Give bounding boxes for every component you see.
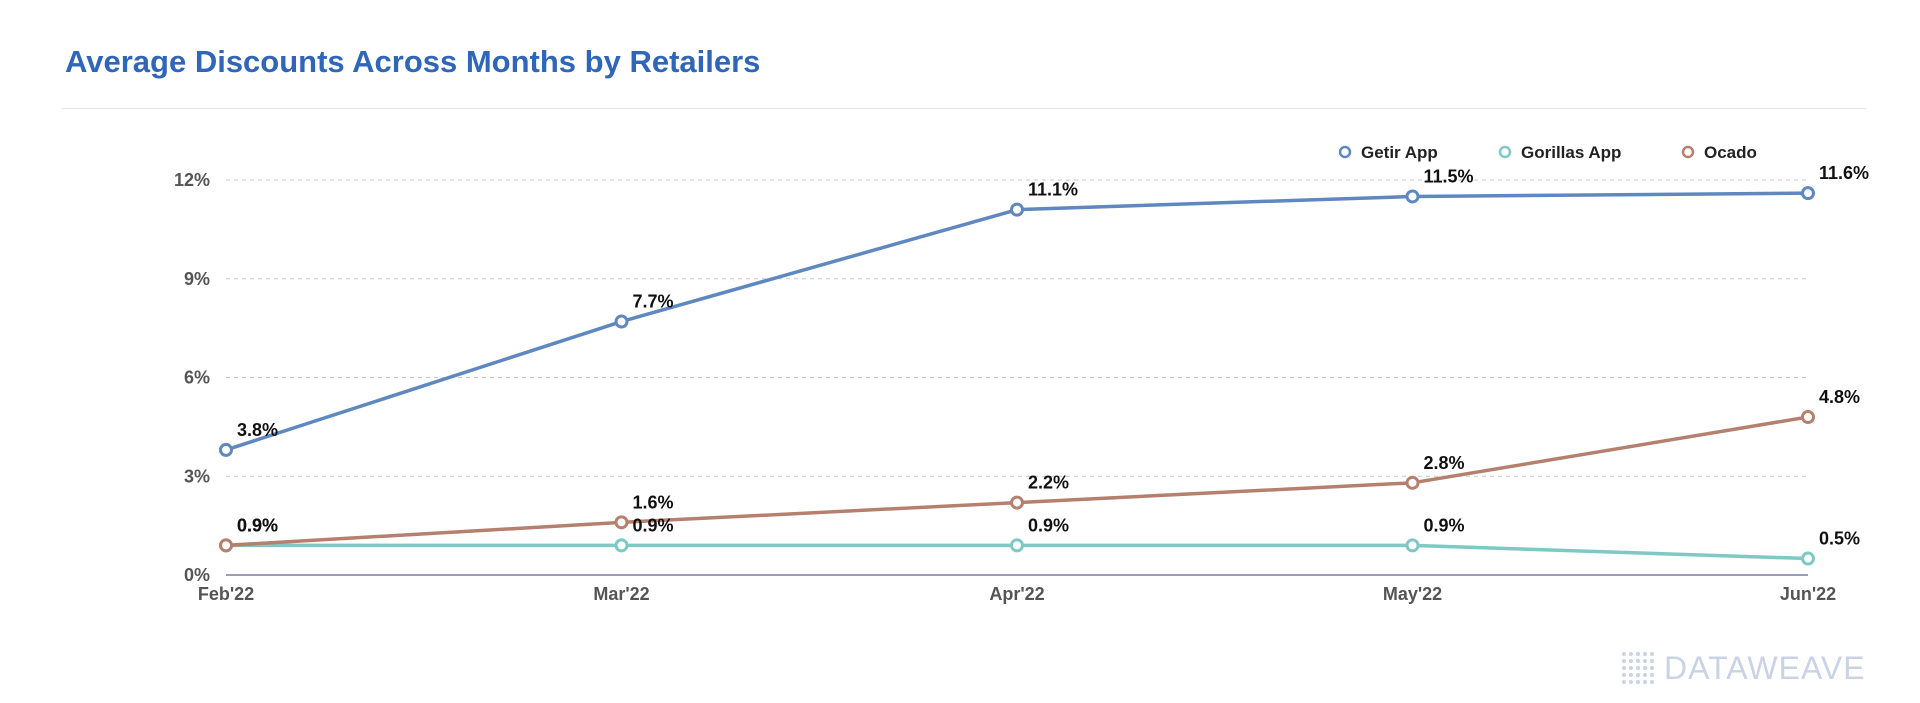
dataweave-logo: DATAWEAVE bbox=[1622, 648, 1866, 688]
data-point bbox=[219, 538, 233, 553]
chart-title: Average Discounts Across Months by Retai… bbox=[65, 44, 761, 79]
data-label: 4.8% bbox=[1819, 387, 1860, 407]
data-label: 11.6% bbox=[1819, 163, 1869, 183]
data-point bbox=[1405, 189, 1420, 204]
x-tick-label: Feb'22 bbox=[198, 584, 254, 604]
axes: 0% 3% 6% 9% 12% Feb'22 Mar'22 Apr'22 May'22 Jun'2… bbox=[174, 170, 1836, 604]
series-line bbox=[224, 415, 1810, 548]
data-point bbox=[1405, 538, 1420, 553]
data-label: 0.9% bbox=[237, 515, 278, 535]
data-label: 0.5% bbox=[1819, 529, 1860, 549]
data-label: 3.8% bbox=[237, 420, 278, 440]
legend-label: Gorillas App bbox=[1521, 143, 1621, 162]
legend-marker bbox=[1498, 145, 1512, 159]
data-point bbox=[1010, 538, 1024, 553]
data-point bbox=[1801, 410, 1815, 424]
data-label: 0.9% bbox=[1028, 515, 1069, 535]
series-line bbox=[224, 191, 1810, 452]
y-tick-label: 3% bbox=[184, 466, 210, 486]
data-label: 0.9% bbox=[633, 515, 674, 535]
legend-label: Ocado bbox=[1704, 143, 1757, 162]
title-divider bbox=[62, 108, 1866, 109]
x-tick-label: Jun'22 bbox=[1780, 584, 1836, 604]
data-label: 1.6% bbox=[633, 492, 674, 512]
legend-marker bbox=[1681, 145, 1695, 159]
series-lines bbox=[219, 186, 1815, 566]
data-point bbox=[1010, 202, 1024, 217]
data-point bbox=[219, 442, 233, 457]
data-point bbox=[614, 538, 629, 553]
data-label: 11.5% bbox=[1424, 166, 1474, 186]
y-tick-label: 9% bbox=[184, 269, 210, 289]
legend-marker bbox=[1338, 145, 1352, 159]
data-point bbox=[1010, 495, 1024, 510]
data-point bbox=[614, 515, 629, 530]
data-label: 2.8% bbox=[1424, 453, 1465, 473]
logo-text: DATAWEAVE bbox=[1664, 649, 1866, 686]
x-tick-label: May'22 bbox=[1383, 584, 1442, 604]
data-label: 0.9% bbox=[1424, 515, 1465, 535]
data-point bbox=[614, 314, 629, 329]
legend-label: Getir App bbox=[1361, 143, 1438, 162]
data-labels: 3.8% 7.7% 11.1% 11.5% 11.6% 0.9% 0.9% 0.9% 0.9% 0… bbox=[237, 163, 1869, 548]
data-label: 7.7% bbox=[633, 292, 674, 312]
data-point bbox=[1801, 551, 1815, 566]
grid-lines bbox=[226, 179, 1808, 477]
y-tick-label: 0% bbox=[184, 565, 210, 585]
x-tick-label: Apr'22 bbox=[989, 584, 1044, 604]
x-tick-label: Mar'22 bbox=[593, 584, 649, 604]
data-label: 0.9% bbox=[237, 515, 278, 535]
data-label: 11.1% bbox=[1028, 180, 1078, 200]
logo-dots-icon bbox=[1622, 652, 1654, 684]
y-tick-label: 6% bbox=[184, 368, 210, 388]
data-point bbox=[1801, 186, 1815, 201]
legend: Getir App Gorillas App Ocado bbox=[1338, 143, 1757, 162]
data-label: 2.2% bbox=[1028, 473, 1069, 493]
data-point bbox=[1405, 475, 1420, 490]
y-tick-label: 12% bbox=[174, 170, 210, 190]
